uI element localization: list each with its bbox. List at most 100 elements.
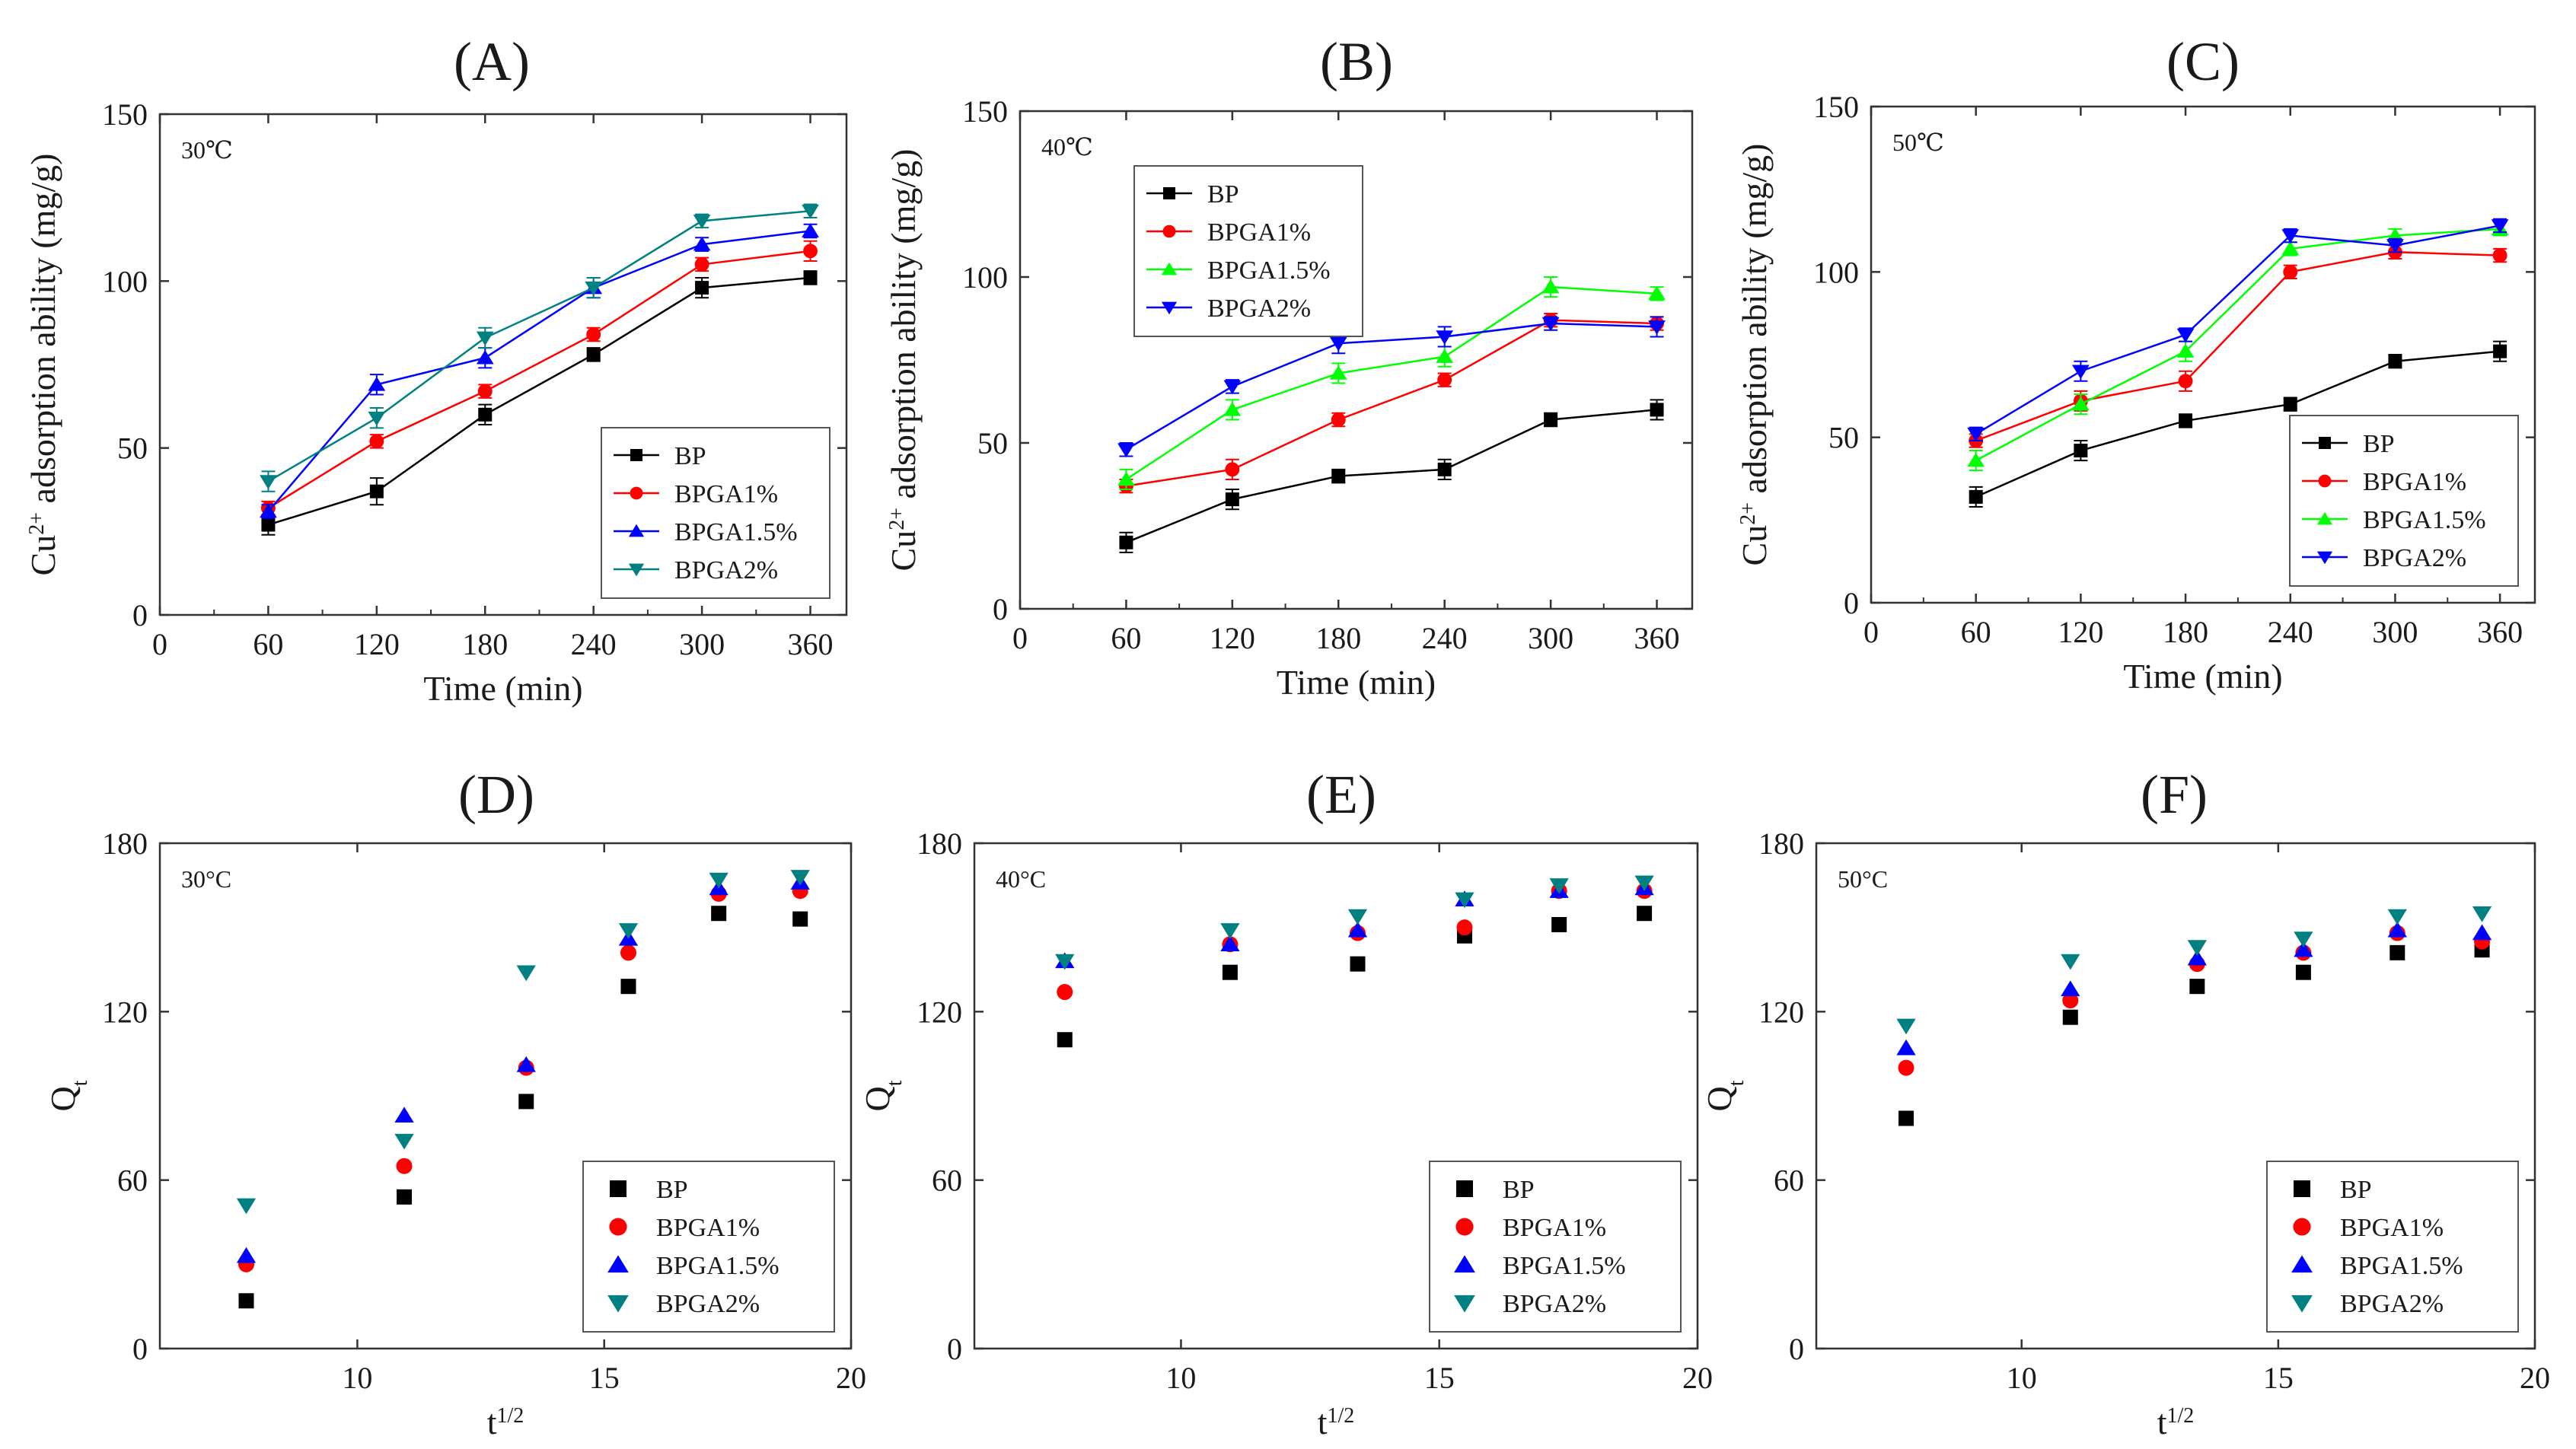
x-tick-label: 180 — [1315, 621, 1361, 655]
legend-label: BP — [1503, 1176, 1535, 1204]
data-point — [1648, 285, 1666, 301]
y-tick-label: 120 — [917, 995, 962, 1029]
legend-marker — [1161, 301, 1178, 315]
legend-item: BPGA1% — [2302, 468, 2466, 496]
x-axis-label: t1/2 — [1318, 1403, 1355, 1441]
series-line — [1125, 285, 1657, 481]
data-point — [1967, 428, 1985, 442]
data-point — [1637, 906, 1653, 922]
legend-label: BPGA1% — [674, 480, 778, 508]
legend-label: BPGA1% — [656, 1214, 760, 1242]
series-bpga2- — [260, 203, 819, 492]
data-point — [1222, 964, 1238, 980]
data-point — [238, 1293, 254, 1309]
x-tick-label: 10 — [342, 1361, 372, 1395]
legend: BP BPGA1% BPGA1.5% BPGA2% — [1429, 1161, 1682, 1333]
x-tick-label: 240 — [2268, 615, 2313, 649]
data-point — [1225, 492, 1239, 507]
data-point — [2062, 992, 2079, 1009]
y-tick-label: 120 — [1758, 995, 1804, 1029]
x-tick-label: 360 — [2477, 615, 2523, 649]
legend-item: BP — [2294, 1176, 2372, 1204]
x-tick-label: 20 — [836, 1361, 866, 1395]
temperature-annotation: 40°C — [996, 865, 1046, 893]
series-line — [1975, 350, 2501, 498]
data-point — [2071, 365, 2090, 380]
series-bp — [238, 906, 808, 1309]
legend-marker — [2291, 1295, 2313, 1313]
data-point — [2071, 396, 2090, 411]
data-point — [1223, 380, 1242, 395]
y-tick-label: 60 — [1774, 1164, 1804, 1198]
data-point — [2493, 344, 2507, 358]
data-point — [585, 281, 603, 296]
x-tick-label: 20 — [2520, 1361, 2550, 1395]
legend-item: BPGA1% — [2293, 1214, 2444, 1242]
series-bpga2- — [1117, 316, 1666, 458]
legend: BP BPGA1% BPGA1.5% BPGA2% — [2289, 415, 2519, 587]
legend: BP BPGA1% BPGA1.5% BPGA2% — [601, 427, 831, 599]
legend-marker — [2294, 1180, 2310, 1197]
series-bpga1- — [1057, 883, 1653, 1001]
data-point — [369, 484, 384, 498]
series-line — [1125, 409, 1657, 543]
data-point — [711, 906, 727, 922]
legend-label: BPGA1% — [2340, 1214, 2444, 1242]
data-point — [2387, 921, 2407, 938]
x-tick-label: 0 — [152, 627, 167, 661]
data-point — [2283, 397, 2297, 412]
temperature-annotation: 50℃ — [1892, 129, 1944, 156]
y-tick-label: 180 — [917, 826, 962, 861]
data-point — [694, 256, 709, 272]
y-axis-label: Cu2+ adsorption ability (mg/g) — [1735, 144, 1774, 566]
chart-panel-c: (C) 0 60 120 180 240 300 360 0 50 100 150 Time (min)… — [1735, 31, 2536, 696]
data-point — [2281, 240, 2300, 256]
plot-frame — [1815, 842, 2536, 1350]
chart-panel-f: (F) 10 15 20 0 60 120 180 t1/2 Qt 50°C BP BPGA1% BPGA… — [1700, 764, 2550, 1441]
data-point — [1350, 956, 1366, 972]
data-point — [236, 1247, 257, 1263]
legend-marker — [1454, 1255, 1475, 1273]
legend: BP BPGA1% BPGA1.5% BPGA2% — [2266, 1161, 2519, 1333]
x-tick-label: 300 — [679, 627, 725, 661]
series-line — [1126, 319, 1657, 487]
legend-label: BP — [2363, 430, 2395, 458]
legend-item: BPGA2% — [1146, 295, 1311, 323]
legend-item: BPGA1.5% — [607, 1252, 779, 1280]
legend-marker — [630, 486, 643, 500]
data-point — [476, 331, 494, 346]
data-point — [2389, 944, 2405, 960]
y-tick-label: 50 — [1828, 421, 1859, 455]
series-line — [1975, 225, 2501, 435]
data-point — [2179, 413, 2193, 428]
series-line — [1975, 228, 2501, 462]
series-line — [267, 209, 811, 482]
data-point — [1437, 462, 1452, 476]
legend-marker — [1163, 187, 1175, 199]
series-line — [267, 250, 811, 509]
data-point — [1220, 935, 1240, 951]
legend-item: BPGA1% — [614, 480, 778, 508]
data-point — [586, 327, 601, 342]
y-tick-label: 0 — [993, 592, 1008, 626]
legend-marker — [2319, 437, 2331, 449]
data-point — [369, 434, 384, 449]
data-point — [260, 475, 277, 489]
data-point — [261, 518, 276, 532]
series-bpga1-5- — [1896, 921, 2492, 1056]
data-point — [802, 223, 819, 237]
y-axis-label: Qt — [858, 1080, 907, 1111]
data-point — [368, 376, 386, 391]
data-point — [2189, 979, 2205, 995]
data-point — [1896, 1018, 1916, 1035]
data-point — [516, 965, 536, 982]
series-bp — [261, 270, 818, 536]
data-point — [1896, 1039, 1916, 1056]
data-point — [1456, 919, 1473, 936]
data-point — [803, 244, 818, 259]
x-tick-label: 10 — [1165, 1361, 1196, 1395]
data-point — [1648, 320, 1666, 335]
series-bp — [1899, 942, 2490, 1126]
legend-label: BPGA1% — [2363, 468, 2466, 496]
